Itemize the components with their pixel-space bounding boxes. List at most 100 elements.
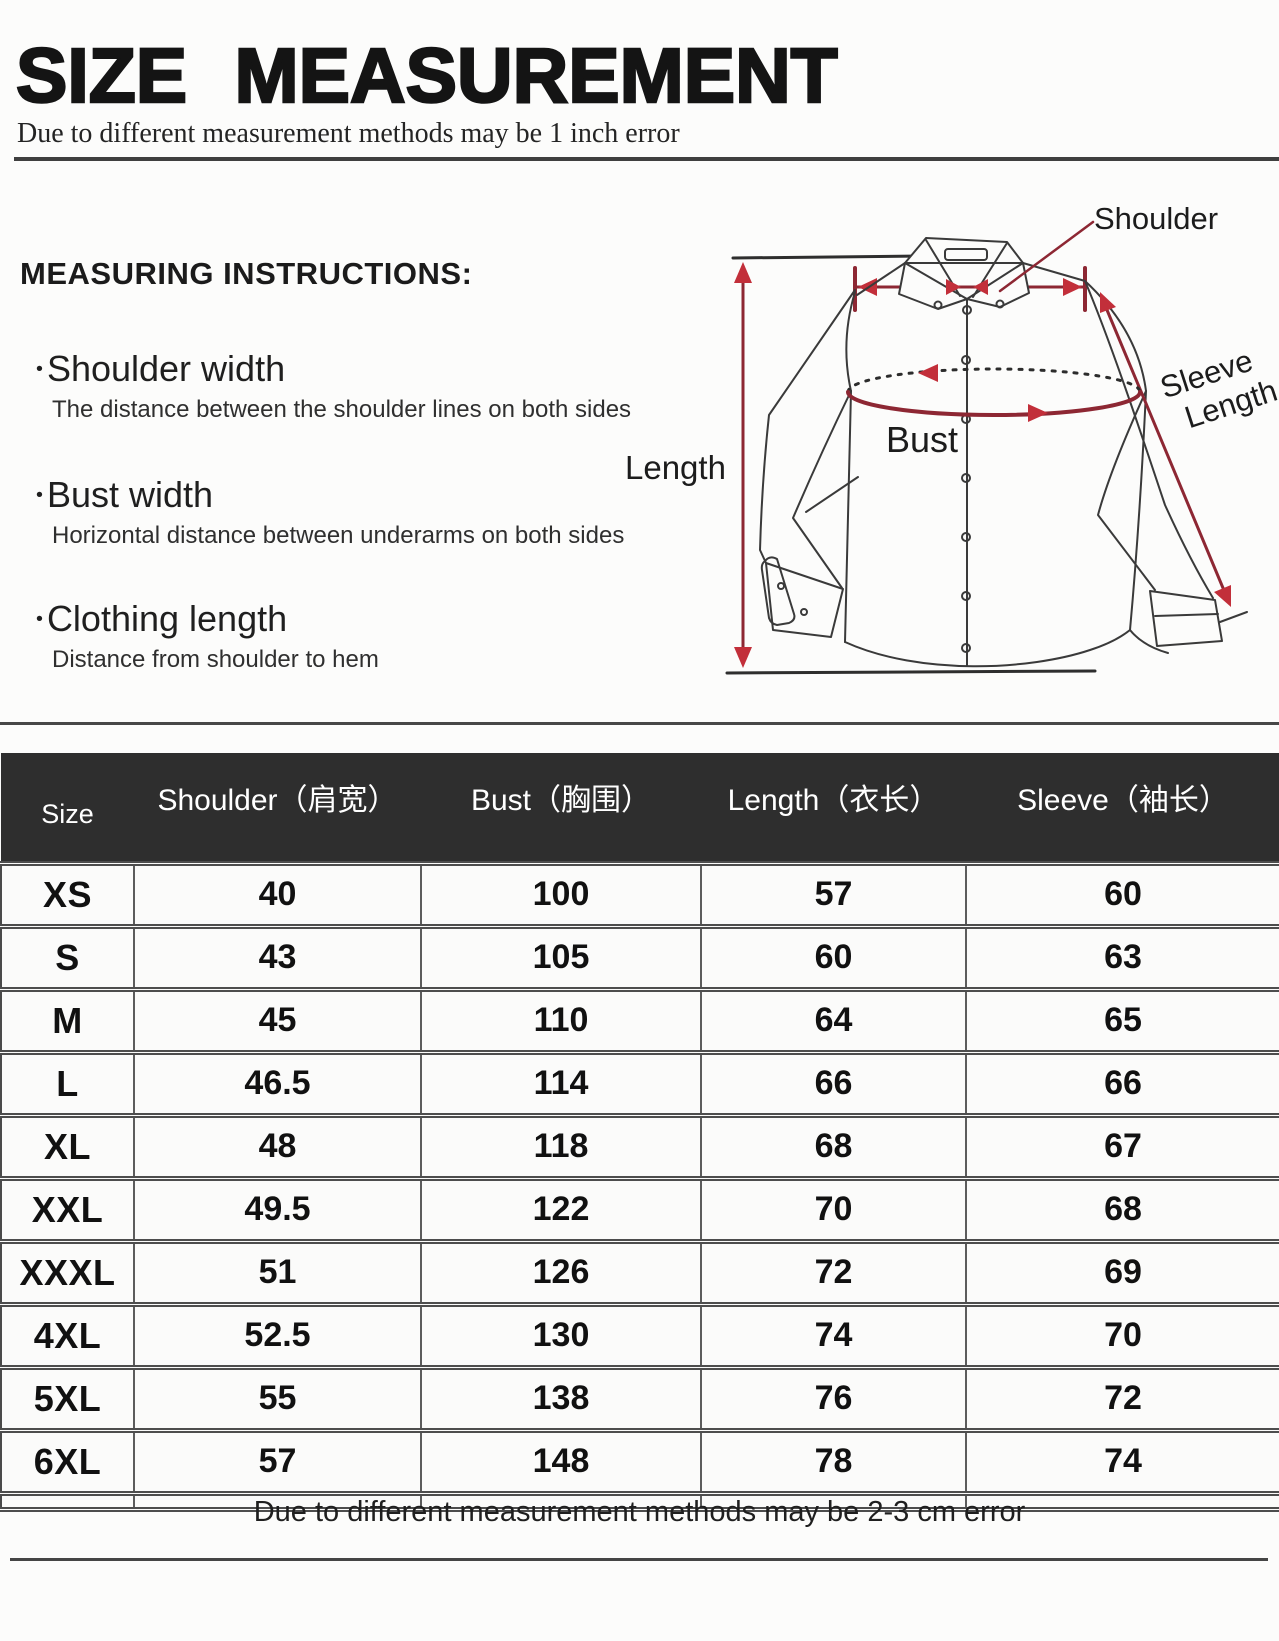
size-cell: 4XL [0,1301,134,1367]
value-cell: 43 [133,923,421,989]
table-row: L 46.5 114 66 66 [0,1049,1279,1115]
value-cell: 74 [965,1427,1279,1493]
value-cell: 126 [420,1238,701,1304]
size-table-body: XS 40 100 57 60 S 43 105 60 63 M 45 110 64 65 L 46.5 114 6… [0,860,1279,1512]
value-cell: 110 [420,986,701,1052]
value-cell: 68 [700,1112,966,1178]
shirt-illustration [725,220,1248,675]
value-cell: 76 [700,1364,966,1430]
size-cell: M [0,986,134,1052]
bust-label: Bust [886,419,959,460]
value-cell: 40 [133,860,421,926]
value-cell: 78 [700,1427,966,1493]
value-cell: 57 [133,1427,421,1493]
value-cell: 114 [420,1049,701,1115]
value-cell: 118 [420,1112,701,1178]
reference-lines [725,254,1097,675]
column-header: Size [1,753,134,863]
page-title: SIZE MEASUREMENT [15,33,839,119]
value-cell: 66 [700,1049,966,1115]
shoulder-label: Shoulder [1094,201,1219,236]
size-cell: L [0,1049,134,1115]
value-cell: 67 [965,1112,1279,1178]
size-cell: XL [0,1112,134,1178]
value-cell: 148 [420,1427,701,1493]
spacer-cell [700,1490,966,1512]
value-cell: 55 [133,1364,421,1430]
table-row: XXL 49.5 122 70 68 [0,1175,1279,1241]
instruction-description: The distance between the shoulder lines … [52,396,632,424]
shirt-diagram: Shoulder Sleeve Length Bust Length [600,180,1279,690]
table-row: S 43 105 60 63 [0,923,1279,989]
value-cell: 57 [700,860,966,926]
instruction-term: Bust width [36,474,656,516]
value-cell: 51 [133,1238,421,1304]
value-cell: 69 [965,1238,1279,1304]
spacer-cell [965,1490,1279,1512]
value-cell: 74 [700,1301,966,1367]
value-cell: 122 [420,1175,701,1241]
page-subtitle: Due to different measurement methods may… [17,118,680,149]
instruction-item: Bust width Horizontal distance between un… [36,474,656,550]
value-cell: 52.5 [133,1301,421,1367]
value-cell: 60 [965,860,1279,926]
table-row: M 45 110 64 65 [0,986,1279,1052]
value-cell: 68 [965,1175,1279,1241]
value-cell: 63 [965,923,1279,989]
spacer-cell [0,1490,134,1512]
table-row: 4XL 52.5 130 74 70 [0,1301,1279,1367]
size-cell: XXXL [0,1238,134,1304]
length-label: Length [625,449,726,486]
size-cell: S [0,923,134,989]
size-table-header: Size Shoulder（肩宽） Bust（胸围） Length（衣长） Sleeve… [1,753,1279,863]
value-cell: 48 [133,1112,421,1178]
instruction-description: Horizontal distance between underarms on… [52,522,625,550]
value-cell: 130 [420,1301,701,1367]
sleeve-length-arrow [1100,292,1231,607]
size-cell: XXL [0,1175,134,1241]
value-cell: 66 [965,1049,1279,1115]
bust-measure-ellipse [846,364,1142,422]
value-cell: 100 [420,860,701,926]
size-cell: XS [0,860,134,926]
table-row: 5XL 55 138 76 72 [0,1364,1279,1430]
length-arrow [734,262,752,668]
column-header: Sleeve（袖长） [966,753,1279,863]
spacer-cell [133,1490,421,1512]
value-cell: 60 [700,923,966,989]
size-table: Size Shoulder（肩宽） Bust（胸围） Length（衣长） Sleeve… [0,753,1279,1512]
instructions-heading: MEASURING INSTRUCTIONS: [20,256,473,291]
value-cell: 65 [965,986,1279,1052]
value-cell: 72 [965,1364,1279,1430]
header-divider [14,157,1279,161]
table-spacer-row [0,1490,1279,1512]
table-row: XS 40 100 57 60 [0,860,1279,926]
instruction-item: Shoulder width The distance between the s… [36,348,656,424]
value-cell: 105 [420,923,701,989]
instruction-term: Clothing length [36,598,656,640]
column-header: Shoulder（肩宽） [134,753,421,863]
value-cell: 46.5 [133,1049,421,1115]
shoulder-center-arrows [946,279,988,295]
table-row: XL 48 118 68 67 [0,1112,1279,1178]
table-top-divider [0,722,1279,725]
shirt-outline [759,237,1248,668]
bottom-divider [10,1558,1268,1561]
column-header: Bust（胸围） [421,753,701,863]
value-cell: 72 [700,1238,966,1304]
instruction-item: Clothing length Distance from shoulder to… [36,598,656,674]
value-cell: 64 [700,986,966,1052]
column-header: Length（衣长） [701,753,966,863]
spacer-cell [420,1490,701,1512]
size-cell: 6XL [0,1427,134,1493]
instruction-description: Distance from shoulder to hem [52,646,379,674]
size-table-header-row: Size Shoulder（肩宽） Bust（胸围） Length（衣长） Sleeve… [1,753,1279,863]
value-cell: 70 [965,1301,1279,1367]
value-cell: 138 [420,1364,701,1430]
table-row: XXXL 51 126 72 69 [0,1238,1279,1304]
size-cell: 5XL [0,1364,134,1430]
table-row: 6XL 57 148 78 74 [0,1427,1279,1493]
value-cell: 49.5 [133,1175,421,1241]
instruction-term: Shoulder width [36,348,656,390]
